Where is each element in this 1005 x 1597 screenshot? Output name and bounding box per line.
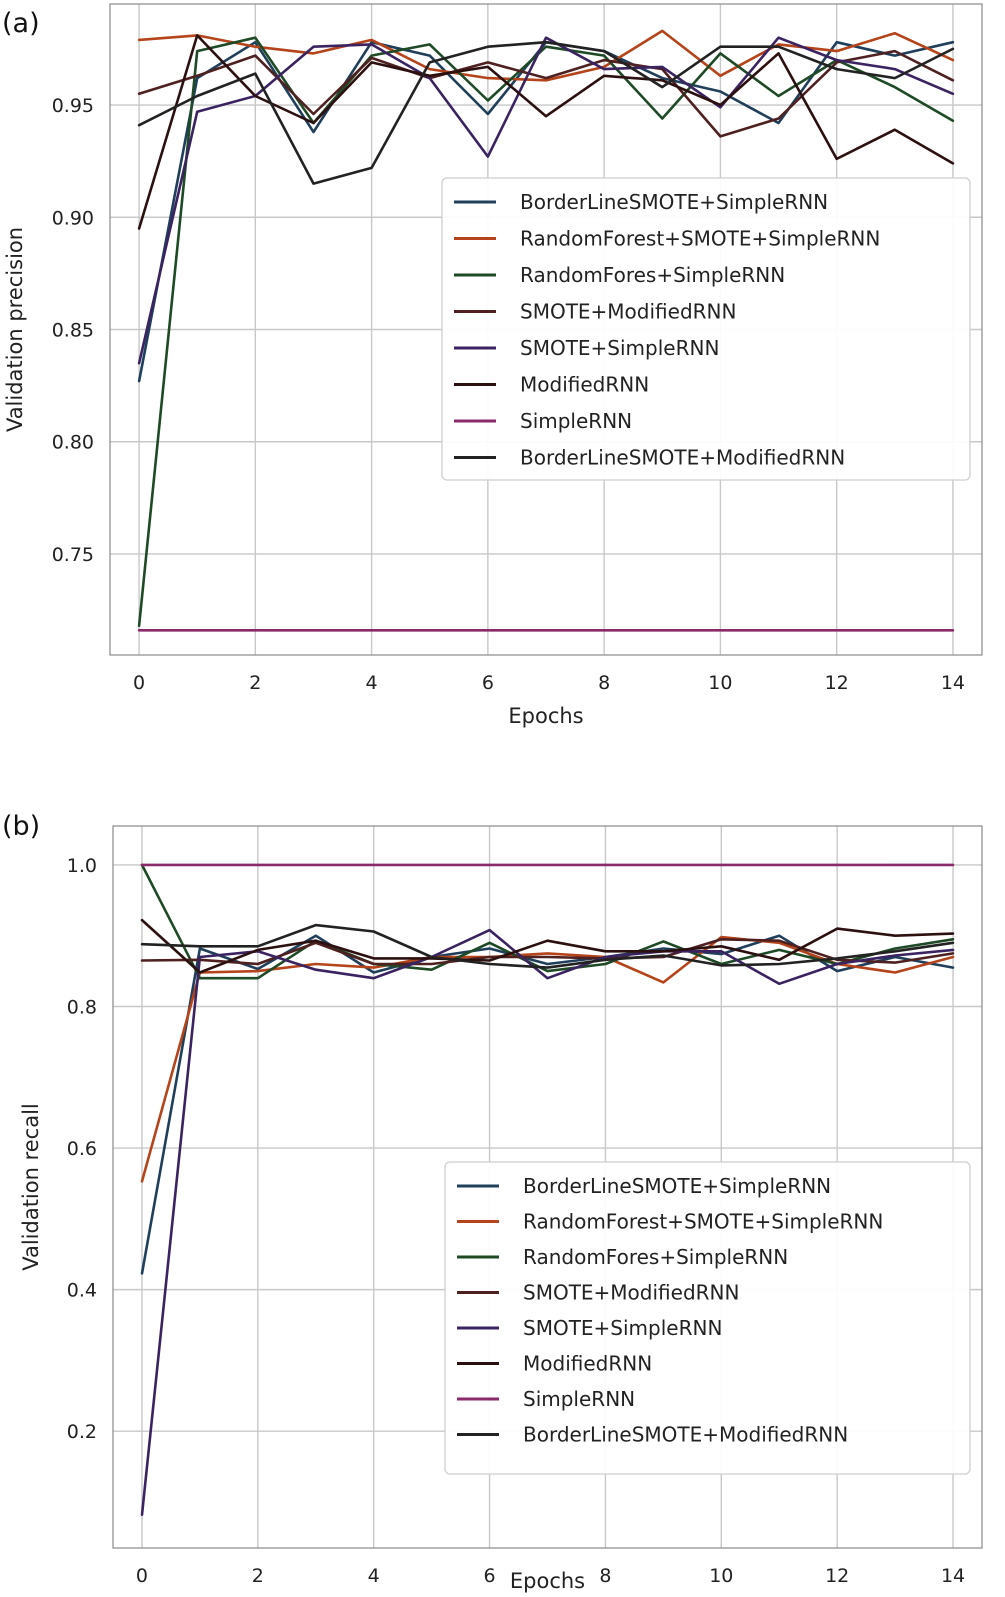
c1-legend-label: SMOTE+ModifiedRNN bbox=[523, 1281, 739, 1305]
panel-label-b: (b) bbox=[2, 811, 40, 842]
precision-chart: (a) 0 2 4 6 8 10 12 14 0.75 0.80 0.85 0.90 0.95 Epoch… bbox=[2, 3, 983, 728]
c1-legend-label: RandomForest+SMOTE+SimpleRNN bbox=[523, 1210, 883, 1234]
c1-series-line-8 bbox=[140, 923, 955, 969]
c1-legend-box bbox=[444, 1161, 971, 1475]
c0-legend-label: ModifiedRNN bbox=[520, 373, 649, 397]
c1-ytick-label: 0.2 bbox=[67, 1421, 97, 1443]
c1-x-axis-label: Epochs bbox=[510, 1569, 585, 1593]
c0-legend-label: RandomForest+SMOTE+SimpleRNN bbox=[520, 227, 880, 251]
c1-legend-label: ModifiedRNN bbox=[523, 1352, 652, 1376]
c0-xtick-label: 4 bbox=[366, 672, 378, 694]
c0-series-line-5 bbox=[137, 36, 955, 365]
c1-xtick-label: 0 bbox=[136, 1565, 148, 1587]
c1-ytick-label: 0.6 bbox=[67, 1138, 97, 1160]
c1-series-line-5 bbox=[140, 928, 955, 1516]
c0-ytick-label: 0.85 bbox=[52, 320, 94, 342]
c1-xtick-label: 12 bbox=[825, 1565, 849, 1587]
c1-y-axis-label: Validation recall bbox=[19, 1103, 43, 1271]
c0-legend-label: SMOTE+ModifiedRNN bbox=[520, 300, 736, 324]
c1-xtick-label: 14 bbox=[941, 1565, 965, 1587]
c1-legend-label: SimpleRNN bbox=[523, 1387, 635, 1411]
c1-xtick-label: 6 bbox=[484, 1565, 496, 1587]
c1-xtick-label: 8 bbox=[599, 1565, 611, 1587]
c0-legend-label: BorderLineSMOTE+SimpleRNN bbox=[520, 190, 828, 214]
c1-series-line-2 bbox=[140, 935, 955, 1183]
c0-x-axis-label: Epochs bbox=[508, 704, 583, 728]
c1-xtick-label: 2 bbox=[252, 1565, 264, 1587]
c1-legend-label: RandomFores+SimpleRNN bbox=[523, 1245, 788, 1269]
recall-chart: (b) 0 2 4 6 8 10 12 14 0.2 0.4 0.6 0.8 1.0 Epochs Vali… bbox=[2, 811, 983, 1593]
c1-xtick-label: 4 bbox=[368, 1565, 380, 1587]
c1-ytick-label: 1.0 bbox=[67, 855, 97, 877]
c0-ytick-label: 0.80 bbox=[52, 432, 94, 454]
c0-xtick-label: 14 bbox=[941, 672, 965, 694]
c0-xtick-label: 2 bbox=[249, 672, 261, 694]
c0-ytick-label: 0.90 bbox=[52, 207, 94, 229]
c0-legend-label: RandomFores+SimpleRNN bbox=[520, 263, 785, 287]
c1-series-line-6 bbox=[140, 918, 955, 974]
c0-series-line-2 bbox=[137, 29, 955, 82]
c0-legend: BorderLineSMOTE+SimpleRNN RandomForest+SM… bbox=[441, 177, 971, 481]
c0-xtick-label: 12 bbox=[825, 672, 849, 694]
c0-legend-label: SimpleRNN bbox=[520, 409, 632, 433]
c0-plot-frame bbox=[109, 3, 983, 656]
c1-plot-frame bbox=[112, 825, 983, 1549]
c0-xtick-label: 0 bbox=[133, 672, 145, 694]
c0-xtick-label: 10 bbox=[708, 672, 732, 694]
c1-legend: BorderLineSMOTE+SimpleRNN RandomForest+SM… bbox=[444, 1161, 971, 1475]
c1-xtick-label: 10 bbox=[709, 1565, 733, 1587]
c0-legend-label: BorderLineSMOTE+ModifiedRNN bbox=[520, 446, 845, 470]
c0-xtick-label: 8 bbox=[598, 672, 610, 694]
c1-legend-label: BorderLineSMOTE+ModifiedRNN bbox=[523, 1423, 848, 1447]
c0-ytick-label: 0.75 bbox=[52, 544, 94, 566]
c0-legend-label: SMOTE+SimpleRNN bbox=[520, 336, 719, 360]
c1-legend-label: BorderLineSMOTE+SimpleRNN bbox=[523, 1174, 831, 1198]
c0-series-line-4 bbox=[137, 49, 955, 138]
c0-series-line-3 bbox=[137, 36, 955, 628]
c1-ytick-label: 0.8 bbox=[67, 997, 97, 1019]
c0-legend-box bbox=[441, 177, 971, 481]
c0-y-axis-label: Validation precision bbox=[3, 227, 27, 432]
panel-label-a: (a) bbox=[2, 8, 40, 39]
c0-series-line-8 bbox=[137, 40, 955, 185]
c0-series-line-6 bbox=[137, 34, 955, 230]
c0-ytick-label: 0.95 bbox=[52, 95, 94, 117]
c0-xtick-label: 6 bbox=[482, 672, 494, 694]
c1-legend-label: SMOTE+SimpleRNN bbox=[523, 1316, 722, 1340]
c1-ytick-label: 0.4 bbox=[67, 1280, 97, 1302]
